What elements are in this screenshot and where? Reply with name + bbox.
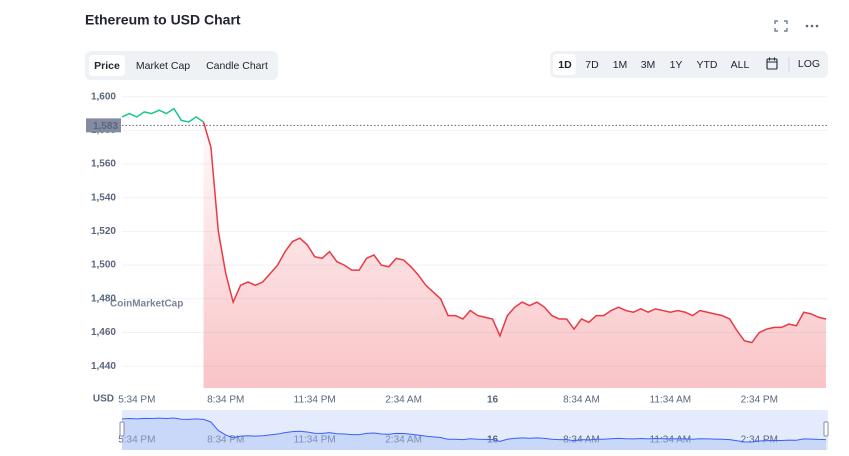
x-tick-label: 2:34 PM (741, 395, 778, 406)
chart-title: Ethereum to USD Chart (85, 12, 241, 28)
navigator-label: 11:34 AM (650, 435, 692, 446)
navigator-area (122, 418, 826, 450)
reference-label: 1,583 (93, 121, 118, 132)
x-tick-label: 11:34 PM (294, 395, 336, 406)
y-tick-label: 1,520 (91, 226, 116, 237)
y-tick-label: 1,560 (91, 159, 116, 170)
x-tick-label: 2:34 AM (385, 395, 422, 406)
navigator-label: 8:34 PM (207, 435, 244, 446)
range-button[interactable]: 3M (641, 59, 656, 71)
more-icon[interactable] (805, 24, 819, 28)
x-tick-label: 8:34 PM (207, 395, 244, 406)
reference-badge (86, 118, 121, 133)
log-button[interactable]: LOG (798, 58, 820, 70)
price-line-up (121, 107, 204, 123)
fullscreen-icon[interactable] (774, 20, 788, 32)
active-range (553, 54, 576, 75)
active-tab (89, 55, 125, 76)
range-button[interactable]: 1M (613, 59, 628, 71)
navigator-label: 2:34 PM (741, 435, 778, 446)
navigator-handle-right[interactable] (823, 421, 829, 437)
range-button[interactable]: 1D (558, 59, 572, 71)
x-tick-label: 8:34 AM (563, 395, 600, 406)
price-line-down (202, 121, 827, 344)
x-tick-label: 5:34 PM (118, 395, 155, 406)
y-tick-label: 1,600 (91, 91, 116, 102)
tab[interactable]: Market Cap (136, 60, 190, 72)
navigator-label: 11:34 PM (294, 435, 336, 446)
range-button[interactable]: YTD (697, 59, 718, 71)
currency-label: USD (93, 394, 114, 405)
y-tick-label: 1,440 (91, 361, 116, 372)
y-tick-label: 1,480 (91, 293, 116, 304)
navigator-label: 2:34 AM (385, 435, 422, 446)
range-group (550, 51, 828, 78)
navigator-line (121, 417, 827, 443)
x-tick-label: 16 (487, 395, 499, 406)
y-tick-label: 1,460 (91, 327, 116, 338)
tab-group (85, 51, 278, 80)
watermark: CoinMarketCap (110, 299, 183, 310)
navigator-window[interactable] (122, 410, 828, 450)
navigator-handle-left[interactable] (119, 421, 125, 437)
range-button[interactable]: ALL (731, 59, 750, 71)
navigator-label: 5:34 PM (118, 435, 155, 446)
down-area (203, 121, 826, 388)
y-tick-label: 1,500 (91, 260, 116, 271)
range-button[interactable]: 1Y (670, 59, 683, 71)
tab[interactable]: Candle Chart (206, 60, 268, 72)
tab[interactable]: Price (94, 60, 120, 72)
x-tick-label: 11:34 AM (650, 395, 692, 406)
range-button[interactable]: 7D (585, 59, 599, 71)
calendar-icon[interactable] (766, 57, 778, 70)
y-tick-label: 1,540 (91, 192, 116, 203)
navigator-label: 8:34 AM (563, 435, 600, 446)
